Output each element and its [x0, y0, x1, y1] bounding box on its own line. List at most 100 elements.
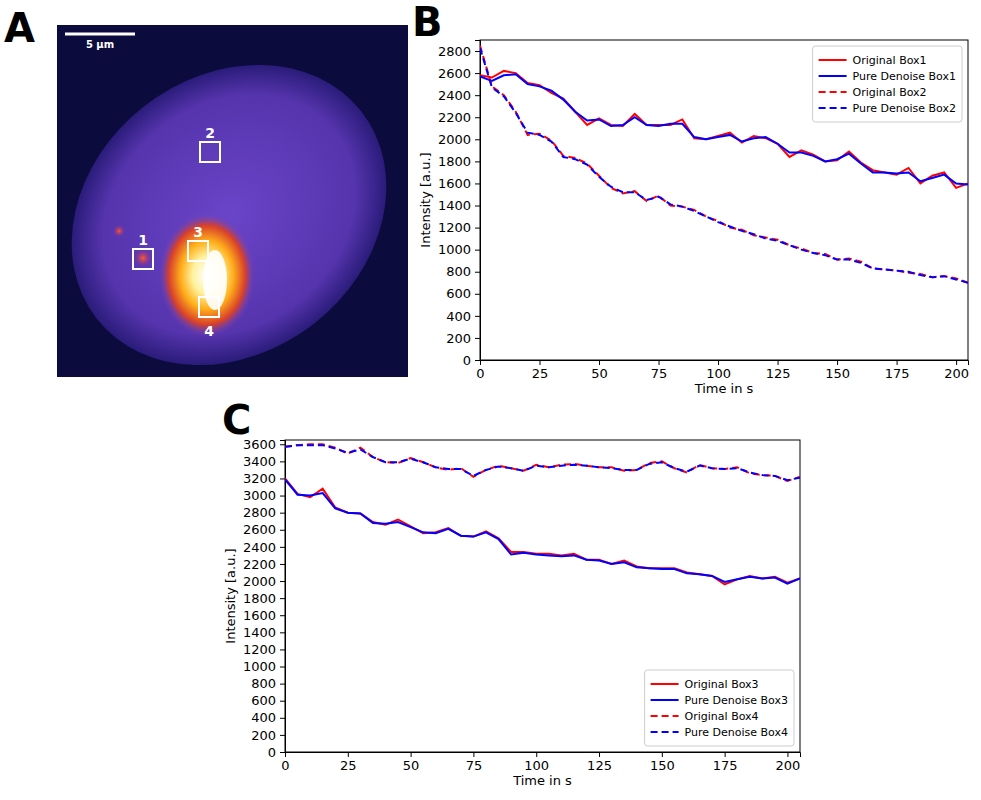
line-chart: 0255075100125150175200020040060080010001… [418, 40, 969, 396]
figure: 12345 μmA0255075100125150175200020040060… [0, 0, 981, 800]
tick: 175 [885, 360, 910, 381]
tick-label: 200 [446, 331, 471, 346]
tick-label: 400 [446, 309, 471, 324]
tick-label: 2800 [243, 505, 276, 520]
tick-label: 1600 [243, 608, 276, 623]
tick-mark [475, 139, 480, 140]
tick-mark [897, 360, 898, 365]
tick-label: 1600 [438, 176, 471, 191]
tick-mark [659, 360, 660, 365]
tick-mark [475, 183, 480, 184]
tick-mark [662, 752, 663, 757]
tick-label: 1000 [243, 659, 276, 674]
legend: Original Box3Pure Denoise Box3Original B… [645, 670, 794, 746]
tick: 1400 [438, 198, 480, 213]
tick-mark [280, 598, 285, 599]
legend-swatch [651, 715, 679, 717]
tick-mark [280, 752, 285, 753]
legend-label: Original Box4 [685, 710, 759, 723]
tick-label: 200 [944, 366, 969, 381]
tick-label: 2200 [243, 557, 276, 572]
tick-mark [280, 496, 285, 497]
tick-mark [778, 360, 779, 365]
tick: 75 [651, 360, 668, 381]
tick-label: 25 [532, 366, 549, 381]
tick-mark [475, 73, 480, 74]
cell [57, 25, 408, 377]
line-chart: 0255075100125150175200020040060080010001… [223, 437, 800, 788]
roi-label: 1 [138, 232, 148, 248]
plot-frame [480, 40, 968, 360]
tick-label: 125 [766, 366, 791, 381]
tick-mark [837, 360, 838, 365]
tick-mark [475, 316, 480, 317]
bright-region [159, 213, 255, 337]
tick-mark [536, 752, 537, 757]
legend-label: Pure Denoise Box2 [853, 102, 956, 115]
tick: 1800 [243, 591, 285, 606]
plot-frame [285, 440, 800, 752]
tick-label: 3200 [243, 471, 276, 486]
tick-label: 3400 [243, 454, 276, 469]
tick-mark [280, 461, 285, 462]
tick: 150 [825, 360, 850, 381]
legend-swatch [819, 59, 847, 61]
tick-mark [540, 360, 541, 365]
roi-box [200, 142, 220, 162]
tick-mark [475, 161, 480, 162]
axis-line [481, 361, 969, 366]
tick: 200 [776, 752, 801, 773]
tick-mark [475, 360, 480, 361]
tick-label: 175 [885, 366, 910, 381]
tick: 1200 [438, 220, 480, 235]
tick-mark [280, 632, 285, 633]
tick-label: 2600 [438, 66, 471, 81]
tick: 600 [446, 286, 480, 301]
series-line [285, 444, 800, 481]
series-line [285, 445, 800, 480]
tick-mark [725, 752, 726, 757]
tick: 400 [446, 309, 480, 324]
legend-box [813, 46, 962, 122]
tick-label: 2400 [243, 540, 276, 555]
tick-label: 150 [825, 366, 850, 381]
series-line [480, 46, 968, 283]
tick: 200 [446, 331, 480, 346]
tick-mark [599, 752, 600, 757]
tick-mark [475, 228, 480, 229]
tick: 1400 [243, 625, 285, 640]
tick-mark [718, 360, 719, 365]
series-line [480, 48, 968, 283]
tick-label: 1800 [438, 154, 471, 169]
tick: 100 [706, 360, 731, 381]
series-line [285, 478, 800, 584]
tick-mark [956, 360, 957, 365]
tick: 200 [944, 360, 969, 381]
panel-letter: B [412, 0, 443, 45]
bright-core [203, 250, 227, 310]
legend-label: Original Box2 [853, 86, 927, 99]
legend-label: Pure Denoise Box1 [853, 70, 956, 83]
tick: 125 [587, 752, 612, 773]
tick-label: 400 [251, 710, 276, 725]
tick-label: 800 [446, 264, 471, 279]
tick-mark [473, 752, 474, 757]
tick: 2200 [243, 557, 285, 572]
tick-mark [280, 718, 285, 719]
tick: 2000 [438, 132, 480, 147]
tick-mark [280, 530, 285, 531]
tick-mark [787, 752, 788, 757]
tick-label: 50 [403, 758, 420, 773]
tick-label: 0 [476, 366, 484, 381]
tick-label: 125 [587, 758, 612, 773]
tick-mark [280, 615, 285, 616]
legend-swatch [819, 75, 847, 77]
tick: 3200 [243, 471, 285, 486]
tick-label: 2800 [438, 44, 471, 59]
legend-swatch [651, 731, 679, 733]
tick-label: 1200 [243, 642, 276, 657]
x-axis-title: Time in s [694, 381, 754, 396]
tick: 150 [650, 752, 675, 773]
scale-bar [65, 33, 135, 36]
legend-swatch [819, 107, 847, 109]
